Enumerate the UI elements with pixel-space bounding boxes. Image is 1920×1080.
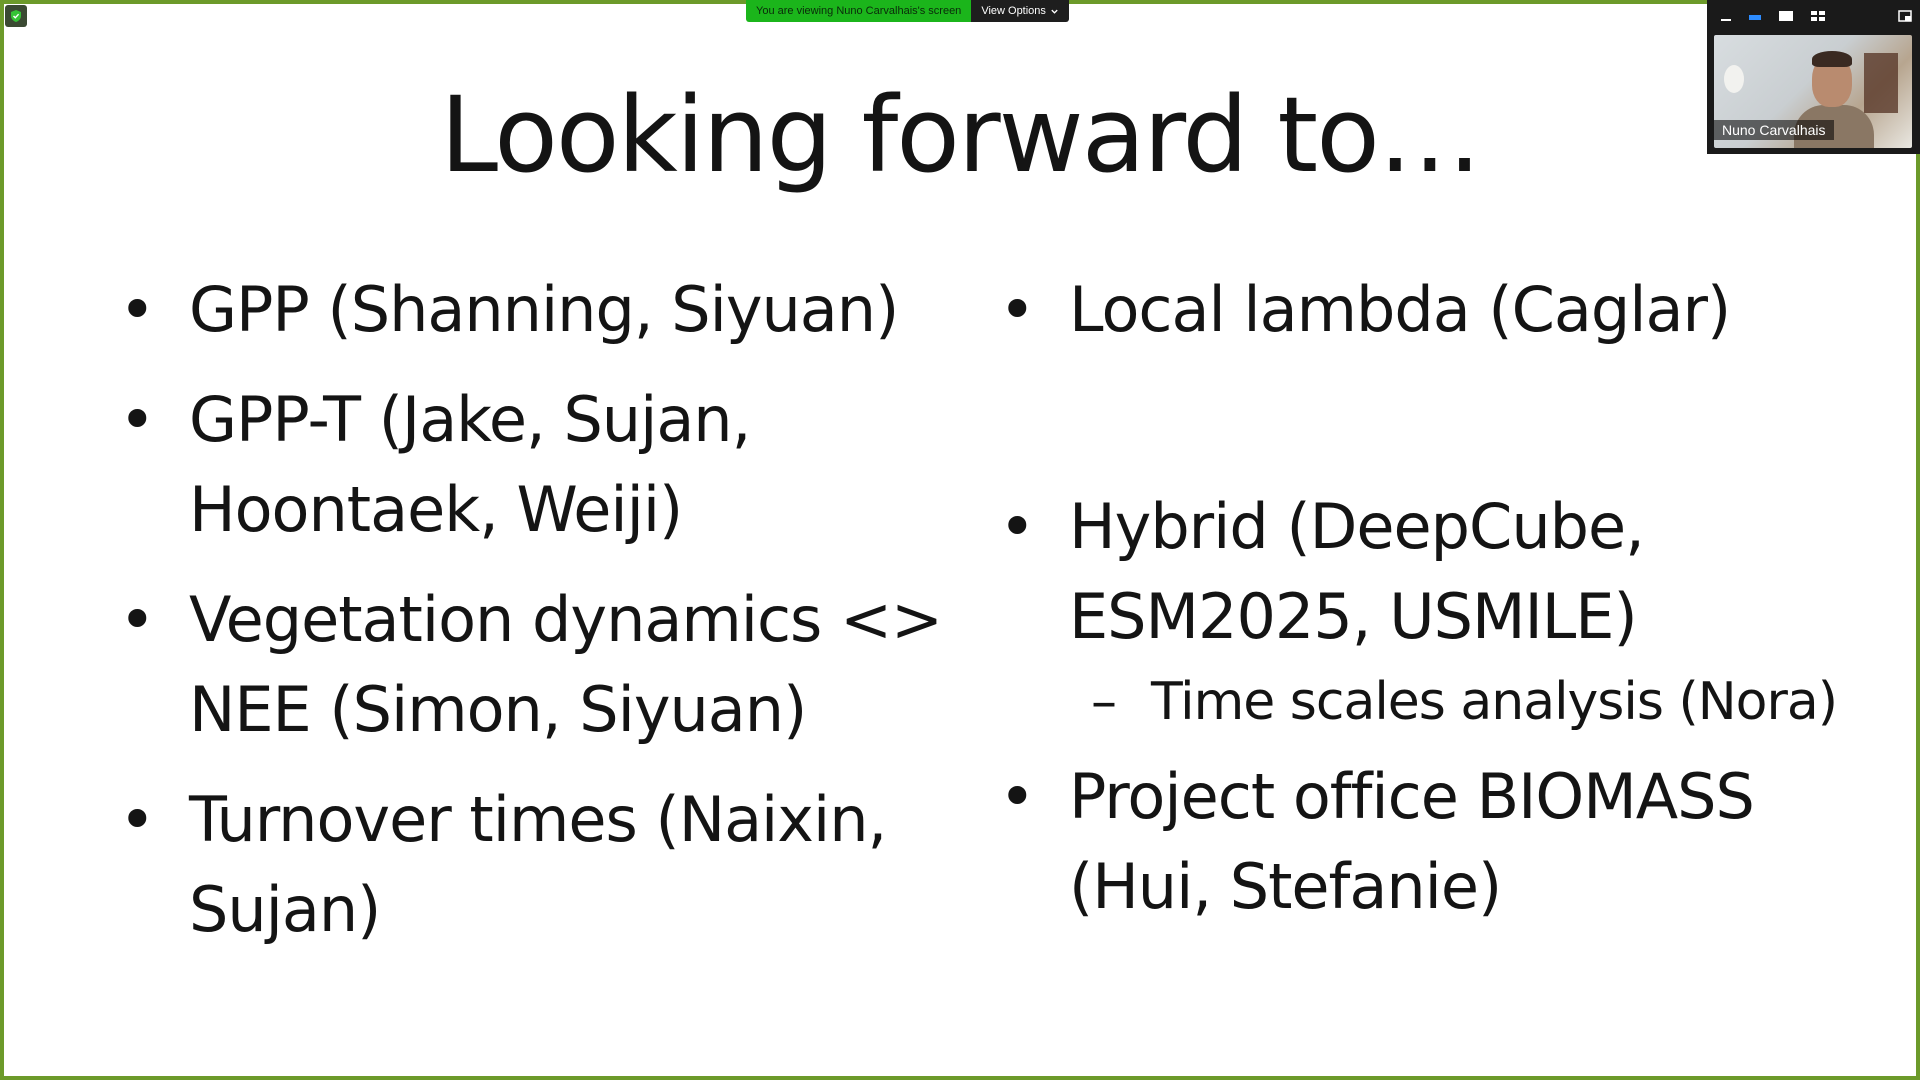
- right-bullet-column: • Local lambda (Caglar) • Hybrid (DeepCu…: [999, 265, 1838, 932]
- bullet-text: Local lambda (Caglar): [1069, 273, 1731, 346]
- minimize-icon[interactable]: [1719, 9, 1733, 23]
- view-options-label: View Options: [981, 5, 1046, 17]
- sub-bullet-item: – Time scales analysis (Nora): [1091, 670, 1838, 734]
- view-options-button[interactable]: View Options: [971, 0, 1069, 22]
- bullet-text: NEE (Simon, Siyuan): [189, 673, 807, 746]
- slide-title: Looking forward to…: [440, 74, 1482, 196]
- bullet-marker: •: [119, 583, 156, 656]
- exit-side-by-side-icon[interactable]: [1897, 9, 1913, 23]
- speaker-view-icon[interactable]: [1777, 9, 1795, 23]
- background-lamp: [1724, 65, 1744, 93]
- left-bullet-column: • GPP (Shanning, Siyuan) • GPP-T (Jake, …: [119, 265, 943, 955]
- security-shield-icon[interactable]: [5, 5, 27, 27]
- sub-bullet-dash: –: [1091, 672, 1117, 732]
- bullet-text: Project office BIOMASS: [1069, 760, 1755, 833]
- bullet-marker: •: [119, 383, 156, 456]
- bullet-text: ESM2025, USMILE): [1069, 580, 1638, 653]
- screen-share-banner: You are viewing Nuno Carvalhais's screen…: [746, 0, 1069, 22]
- bullet-text: GPP-T (Jake, Sujan,: [189, 383, 751, 456]
- bullet-item: • Project office BIOMASS (Hui, Stefanie): [999, 752, 1755, 932]
- bullet-marker: •: [119, 783, 156, 856]
- bullet-item: • Hybrid (DeepCube, ESM2025, USMILE): [999, 482, 1755, 662]
- bullet-item: • GPP-T (Jake, Sujan, Hoontaek, Weiji): [119, 375, 942, 555]
- participant-video[interactable]: Nuno Carvalhais: [1714, 35, 1912, 148]
- bullet-marker: •: [119, 273, 156, 346]
- bullet-item: • Vegetation dynamics <> NEE (Simon, Siy…: [119, 575, 943, 755]
- bullet-text: Hybrid (DeepCube,: [1069, 490, 1645, 563]
- bullet-marker: •: [999, 273, 1036, 346]
- bullet-item: • GPP (Shanning, Siyuan): [119, 265, 942, 355]
- gallery-view-icon[interactable]: [1809, 9, 1827, 23]
- bullet-item: • Turnover times (Naixin, Sujan): [119, 775, 942, 955]
- bullet-marker: •: [999, 490, 1036, 563]
- bullet-text: Turnover times (Naixin,: [189, 783, 887, 856]
- bullet-text: Hoontaek, Weiji): [189, 473, 683, 546]
- bullet-item: • Local lambda (Caglar): [999, 265, 1755, 355]
- background-shelf: [1864, 53, 1898, 113]
- sub-bullet-text: Time scales analysis (Nora): [1151, 672, 1838, 732]
- viewing-screen-label: You are viewing Nuno Carvalhais's screen: [746, 0, 972, 22]
- bullet-text: (Hui, Stefanie): [1069, 850, 1502, 923]
- chevron-down-icon: [1051, 9, 1058, 14]
- bullet-text: GPP (Shanning, Siyuan): [189, 273, 899, 346]
- bullet-text: Sujan): [189, 873, 381, 946]
- bullet-text: Vegetation dynamics <>: [189, 583, 943, 656]
- participant-name-tag: Nuno Carvalhais: [1714, 120, 1834, 140]
- video-thumbnail-panel: Nuno Carvalhais: [1707, 0, 1920, 154]
- active-speaker-view-icon[interactable]: [1747, 9, 1763, 23]
- bullet-marker: •: [999, 760, 1036, 833]
- video-layout-controls: [1707, 6, 1920, 26]
- participant-hair: [1812, 51, 1852, 67]
